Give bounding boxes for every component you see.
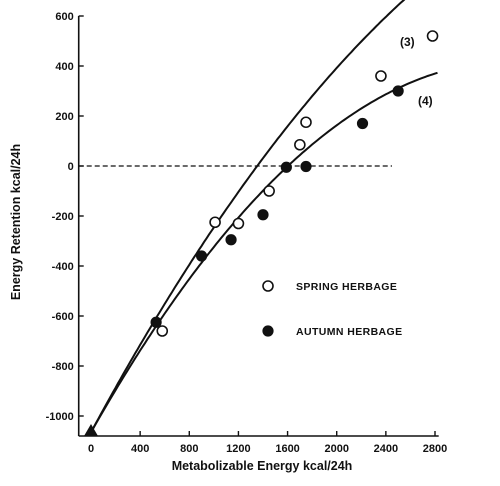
x-tick-label: 2000 xyxy=(324,443,348,455)
autumn-herbage-point xyxy=(300,160,312,173)
x-tick-label: 1200 xyxy=(226,443,250,455)
regression-curve-4 xyxy=(90,71,438,433)
y-tick-label: -600 xyxy=(52,311,74,323)
legend-filled-circle-marker xyxy=(262,325,274,337)
autumn-herbage-point xyxy=(257,209,269,221)
spring-herbage-point xyxy=(294,138,306,151)
data-points xyxy=(84,30,439,436)
spring-herbage-point xyxy=(300,116,312,129)
curve-label-4: (4) xyxy=(418,94,433,108)
autumn-herbage-point xyxy=(356,117,369,130)
x-axis-title: Metabolizable Energy kcal/24h xyxy=(172,459,353,473)
y-tick-label: 200 xyxy=(55,111,73,123)
spring-herbage-point xyxy=(156,325,169,337)
x-tick-label: 1600 xyxy=(275,443,299,455)
autumn-herbage-point xyxy=(150,316,162,328)
x-tick-label: 800 xyxy=(180,443,198,455)
curve-label-3: (3) xyxy=(400,35,415,49)
y-axis-title: Energy Retention kcal/24h xyxy=(9,144,23,300)
x-tick-label: 400 xyxy=(131,443,149,455)
y-tick-label: -400 xyxy=(52,261,74,273)
y-tick-label: -200 xyxy=(52,211,74,223)
spring-herbage-point xyxy=(209,216,221,229)
y-tick-label: 0 xyxy=(68,161,74,173)
autumn-herbage-point xyxy=(225,234,237,246)
legend-open-circle-marker xyxy=(262,280,274,292)
autumn-herbage-point xyxy=(280,161,292,173)
x-tick-label: 2400 xyxy=(374,443,398,455)
legend: SPRING HERBAGE AUTUMN HERBAGE xyxy=(262,280,403,338)
autumn-herbage-point xyxy=(392,85,404,97)
spring-herbage-point xyxy=(375,70,387,82)
y-tick-label: -1000 xyxy=(46,411,74,423)
legend-spring-label: SPRING HERBAGE xyxy=(296,281,397,293)
legend-autumn-label: AUTUMN HERBAGE xyxy=(296,326,403,338)
autumn-herbage-point xyxy=(195,250,208,262)
y-tick-label: -800 xyxy=(52,361,74,373)
x-tick-label: 2800 xyxy=(423,443,447,455)
x-tick-label: 0 xyxy=(88,443,94,455)
intercept-triangle-point xyxy=(84,424,98,436)
spring-herbage-point xyxy=(232,217,245,230)
spring-herbage-point xyxy=(426,30,439,42)
regression-curve-3 xyxy=(90,0,406,433)
spring-herbage-point xyxy=(263,185,275,197)
y-tick-label: 400 xyxy=(55,61,73,73)
y-tick-label: 600 xyxy=(55,11,73,23)
axes xyxy=(77,15,439,437)
